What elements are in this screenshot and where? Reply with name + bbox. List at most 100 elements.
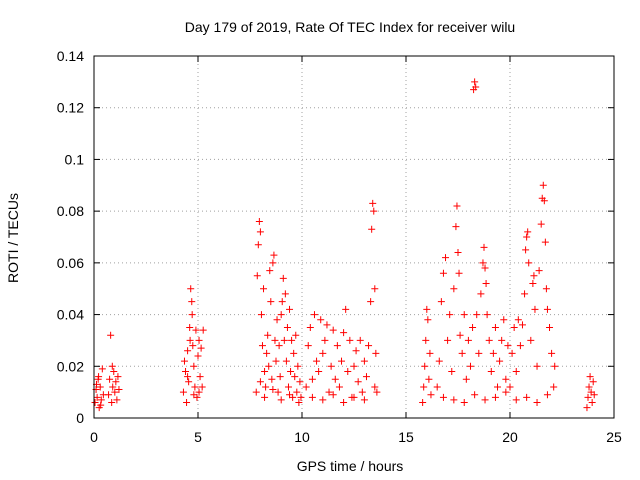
data-point bbox=[460, 398, 468, 406]
data-point bbox=[537, 220, 545, 228]
data-point bbox=[184, 373, 192, 381]
data-point bbox=[487, 367, 495, 375]
data-point bbox=[540, 197, 548, 205]
y-tick-label: 0.04 bbox=[57, 307, 84, 323]
data-point bbox=[319, 396, 327, 404]
x-axis-label: GPS time / hours bbox=[297, 458, 404, 474]
x-tick-label: 25 bbox=[606, 429, 622, 445]
data-point bbox=[315, 367, 323, 375]
data-point bbox=[198, 383, 206, 391]
data-point bbox=[588, 398, 596, 406]
data-point bbox=[313, 357, 321, 365]
data-point bbox=[508, 349, 516, 357]
data-point bbox=[455, 269, 463, 277]
data-point bbox=[516, 342, 524, 350]
data-point bbox=[585, 383, 593, 391]
data-point bbox=[506, 383, 514, 391]
data-point bbox=[481, 264, 489, 272]
data-point bbox=[439, 393, 447, 401]
data-point bbox=[344, 367, 352, 375]
data-point bbox=[350, 362, 358, 370]
data-point bbox=[482, 280, 490, 288]
data-point bbox=[442, 254, 450, 262]
data-point bbox=[274, 388, 282, 396]
data-point bbox=[93, 393, 101, 401]
data-point bbox=[450, 285, 458, 293]
data-point bbox=[356, 336, 364, 344]
data-point bbox=[360, 396, 368, 404]
data-point bbox=[302, 383, 310, 391]
data-point bbox=[514, 316, 522, 324]
data-point bbox=[108, 362, 116, 370]
data-point bbox=[188, 298, 196, 306]
data-point bbox=[180, 357, 188, 365]
data-point bbox=[253, 272, 261, 280]
data-point bbox=[444, 336, 452, 344]
data-point bbox=[98, 365, 106, 373]
data-point bbox=[184, 347, 192, 355]
data-point bbox=[273, 316, 281, 324]
data-point bbox=[110, 367, 118, 375]
data-point bbox=[590, 391, 598, 399]
data-point bbox=[437, 298, 445, 306]
data-point bbox=[197, 344, 205, 352]
data-point bbox=[583, 404, 591, 412]
data-point bbox=[264, 331, 272, 339]
data-point bbox=[335, 383, 343, 391]
data-point bbox=[521, 290, 529, 298]
data-point bbox=[321, 336, 329, 344]
data-point bbox=[452, 223, 460, 231]
data-point bbox=[95, 373, 103, 381]
data-point bbox=[425, 375, 433, 383]
data-point bbox=[255, 217, 263, 225]
data-point bbox=[91, 398, 99, 406]
data-point bbox=[435, 357, 443, 365]
data-point bbox=[186, 324, 194, 331]
y-tick-label: 0.06 bbox=[57, 255, 84, 271]
data-point bbox=[362, 373, 370, 381]
data-point bbox=[548, 349, 556, 357]
y-tick-label: 0.14 bbox=[57, 48, 84, 64]
data-point bbox=[329, 391, 337, 399]
data-point bbox=[190, 391, 198, 399]
data-points bbox=[91, 78, 598, 412]
data-point bbox=[541, 238, 549, 246]
data-point bbox=[183, 398, 191, 406]
data-point bbox=[433, 383, 441, 391]
data-point bbox=[473, 311, 481, 319]
x-tick-labels: 0 5 10 15 20 25 bbox=[90, 429, 622, 445]
data-point bbox=[304, 342, 312, 350]
y-tick-label: 0.1 bbox=[65, 151, 85, 167]
data-point bbox=[522, 246, 530, 254]
data-point bbox=[546, 324, 554, 331]
data-point bbox=[271, 336, 279, 344]
data-point bbox=[371, 383, 379, 391]
data-point bbox=[286, 391, 294, 399]
data-point bbox=[195, 336, 203, 344]
data-point bbox=[188, 311, 196, 319]
data-point bbox=[199, 326, 207, 334]
data-point bbox=[284, 383, 292, 391]
data-point bbox=[543, 391, 551, 399]
data-point bbox=[265, 362, 273, 370]
data-point bbox=[542, 285, 550, 293]
data-point bbox=[518, 321, 526, 329]
data-point bbox=[270, 251, 278, 259]
data-point bbox=[282, 357, 290, 365]
data-point bbox=[491, 393, 499, 401]
data-point bbox=[527, 336, 535, 344]
data-point bbox=[450, 396, 458, 404]
data-point bbox=[453, 202, 461, 210]
axis-ticks bbox=[93, 55, 615, 419]
data-point bbox=[291, 373, 299, 381]
data-point bbox=[327, 362, 335, 370]
x-tick-label: 0 bbox=[90, 429, 98, 445]
x-tick-label: 5 bbox=[194, 429, 202, 445]
y-tick-labels: 0 0.02 0.04 0.06 0.08 0.1 0.12 0.14 bbox=[57, 48, 84, 426]
data-point bbox=[510, 324, 518, 331]
data-point bbox=[266, 267, 274, 275]
data-point bbox=[256, 228, 264, 236]
data-point bbox=[498, 336, 506, 344]
data-point bbox=[420, 383, 428, 391]
